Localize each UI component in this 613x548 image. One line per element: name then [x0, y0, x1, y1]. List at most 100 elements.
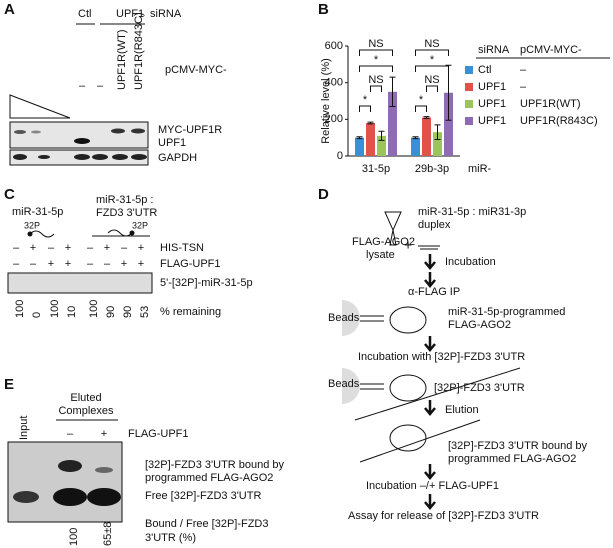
bar — [444, 92, 453, 156]
lane-sign: – — [121, 242, 128, 254]
remaining-value: 100 — [14, 300, 26, 318]
band — [14, 130, 26, 134]
legend-label: UPF1R(WT) — [520, 98, 581, 110]
panel-d: miR-31-5p : miR31-3p duplex FLAG-AGO2 ly… — [328, 206, 588, 522]
gradient-triangle — [9, 94, 71, 119]
bracket — [415, 49, 449, 56]
lane-sign: + — [138, 258, 144, 270]
remaining-value: 100 — [49, 300, 61, 318]
rna-line — [354, 367, 521, 421]
band-label: Free [32P]-FZD3 3'UTR — [145, 490, 261, 502]
substrate-label: miR-31-5p : — [96, 194, 153, 206]
legend-label: – — [520, 64, 527, 76]
duplex-icon — [418, 245, 440, 250]
band — [13, 491, 39, 503]
significance-label: NS — [424, 38, 439, 50]
band — [38, 155, 50, 159]
lane-sign: + — [30, 242, 36, 254]
rna-icon — [29, 230, 55, 238]
band-label: 5'-[32P]-miR-31-5p — [160, 277, 253, 289]
bar — [355, 137, 364, 156]
panel-label: C — [4, 186, 15, 203]
rna-icon — [92, 229, 150, 237]
lane-sign: – — [87, 258, 94, 270]
lane-sign: – — [87, 242, 94, 254]
step-text: Incubation — [445, 256, 496, 268]
significance-label: * — [374, 54, 379, 66]
lane-sign: – — [67, 428, 74, 440]
x-axis-label: miR- — [468, 163, 492, 175]
x-tick-label: 31-5p — [362, 163, 390, 175]
significance-label: NS — [424, 74, 439, 86]
error-bar — [445, 64, 452, 121]
row-label: FLAG-UPF1 — [128, 428, 189, 440]
step-text: programmed FLAG-AGO2 — [448, 453, 576, 465]
lane-sign: + — [138, 242, 144, 254]
antibody-icon — [360, 315, 384, 322]
tube-icon — [384, 211, 402, 246]
rna-line — [359, 419, 481, 463]
band — [13, 154, 27, 160]
bead-icon — [342, 300, 360, 336]
bar — [388, 91, 397, 156]
arrow — [424, 254, 436, 270]
y-tick-label: 600 — [325, 40, 343, 52]
error-bar — [423, 116, 430, 119]
bead-icon — [342, 368, 360, 404]
x-tick-label: 29b-3p — [415, 163, 449, 175]
band — [74, 138, 90, 144]
axis-label: 3'UTR (%) — [145, 532, 196, 544]
band-label: MYC-UPF1R — [158, 124, 222, 136]
significance-label: NS — [368, 38, 383, 50]
lane-sign: + — [101, 428, 107, 440]
lane-sign: – — [48, 242, 55, 254]
lane-sign: + — [104, 242, 110, 254]
ago2-icon — [389, 374, 427, 402]
lane-sign: – — [13, 258, 20, 270]
group-label: Complexes — [58, 405, 114, 417]
band — [95, 467, 113, 473]
legend-label: UPF1 — [478, 98, 506, 110]
step-text: Incubation –/+ FLAG-UPF1 — [366, 480, 499, 492]
bar — [377, 135, 386, 156]
band — [31, 130, 41, 134]
band-label: UPF1 — [158, 137, 186, 149]
legend-header: siRNA — [478, 44, 510, 56]
row-label: HIS-TSN — [160, 242, 204, 254]
band-label: [32P]-FZD3 3'UTR bound by — [145, 459, 285, 471]
antibody-icon — [360, 383, 384, 390]
row-label: siRNA — [150, 8, 182, 20]
lane-label: – — [79, 80, 86, 92]
step-text: FLAG-AGO2 — [448, 319, 511, 331]
ratio-value: 100 — [68, 528, 80, 546]
panel-b: Relative level (%)020040060031-5pNS*NS*2… — [320, 38, 610, 175]
arrow — [424, 464, 436, 480]
panel-e: Input Eluted Complexes – + FLAG-UPF1 [32… — [7, 392, 285, 546]
remaining-value: 100 — [88, 300, 100, 318]
arrow — [424, 272, 436, 288]
bracket — [426, 85, 438, 92]
isotope-label: 32P — [24, 220, 40, 230]
error-bar — [356, 136, 363, 140]
legend-label: UPF1R(R843C) — [520, 115, 598, 127]
step-text: FLAG-AGO2 — [352, 236, 415, 248]
ago2-icon — [389, 306, 427, 334]
bracket — [359, 49, 393, 56]
group-label: Eluted — [70, 392, 101, 404]
legend-label: UPF1 — [478, 115, 506, 127]
group-label: Ctl — [78, 8, 91, 20]
legend-swatch — [465, 83, 473, 91]
step-text: Beads — [328, 312, 360, 324]
lane-sign: + — [65, 258, 71, 270]
ratio-value: 65±8 — [102, 522, 114, 546]
remaining-value: 0 — [31, 312, 43, 318]
panel-c: miR-31-5p miR-31-5p : FZD3 3'UTR 32P 32P… — [7, 194, 253, 318]
step-text: Assay for release of [32P]-FZD3 3'UTR — [348, 510, 539, 522]
gel — [7, 441, 123, 523]
group-label: UPF1 — [116, 8, 144, 20]
panel-label: B — [318, 1, 329, 18]
legend-label: – — [520, 81, 527, 93]
ago2-icon — [389, 424, 427, 452]
legend-header: pCMV-MYC- — [520, 44, 582, 56]
